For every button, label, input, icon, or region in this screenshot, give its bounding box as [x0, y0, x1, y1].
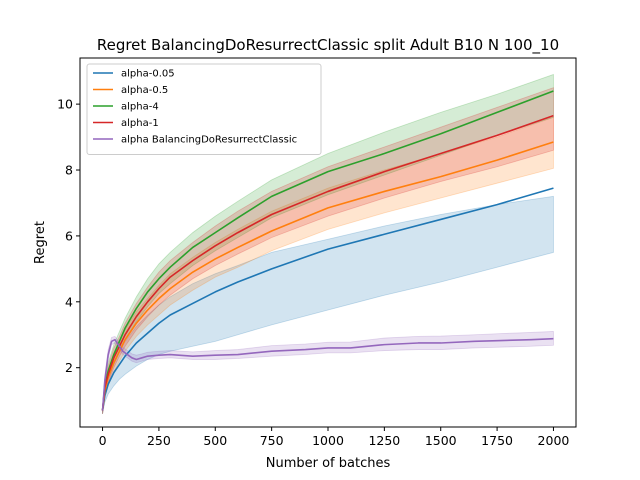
alpha-4-line [101, 90, 554, 411]
legend: alpha-0.05 alpha-0.5 alpha-4 alpha-1 alpha B… [86, 63, 322, 155]
x-tick-label: 1750 [481, 433, 513, 448]
x-tick-label: 1500 [425, 433, 457, 448]
legend-box [86, 63, 322, 155]
y-axis-ticks: 2 4 6 8 10 [57, 97, 80, 375]
x-axis-label: Number of batches [266, 456, 391, 471]
x-tick-label: 1000 [312, 433, 344, 448]
x-tick-label: 500 [203, 433, 227, 448]
alpha-1-band [102, 87, 554, 414]
alpha-4-legend-label: alpha-4 [121, 102, 159, 113]
alpha-0-5-line [101, 141, 554, 411]
x-tick-label: 750 [260, 433, 284, 448]
alpha-0-05-legend-label: alpha-0.05 [121, 69, 175, 80]
alpha-0-05-line [101, 187, 554, 411]
chart-title: Regret BalancingDoResurrectClassic split… [97, 36, 559, 55]
alpha-balancingdoresurrectclassic-legend-label: alpha BalancingDoResurrectClassic [121, 135, 297, 146]
y-tick-label: 2 [65, 360, 73, 375]
y-tick-label: 8 [65, 163, 73, 178]
x-tick-label: 1250 [368, 433, 400, 448]
alpha-0-5-band [102, 116, 554, 414]
x-axis-ticks: 0 250 500 750 1000 1250 1500 1750 2000 [99, 427, 570, 448]
x-tick-label: 250 [147, 433, 171, 448]
alpha-0-05-band [102, 195, 554, 414]
y-tick-label: 10 [57, 97, 73, 112]
x-tick-label: 0 [99, 433, 107, 448]
series-lines [101, 90, 554, 411]
alpha-0-5-legend-label: alpha-0.5 [121, 85, 168, 96]
alpha-1-legend-label: alpha-1 [121, 118, 159, 129]
y-tick-label: 4 [65, 294, 73, 309]
y-axis-label: Regret [33, 221, 48, 264]
alpha-1-line [101, 114, 554, 411]
x-tick-label: 2000 [538, 433, 570, 448]
alpha-balancingdoresurrectclassic-band [102, 331, 554, 414]
y-tick-label: 6 [65, 228, 73, 243]
alpha-balancingdoresurrectclassic-line [101, 337, 554, 411]
